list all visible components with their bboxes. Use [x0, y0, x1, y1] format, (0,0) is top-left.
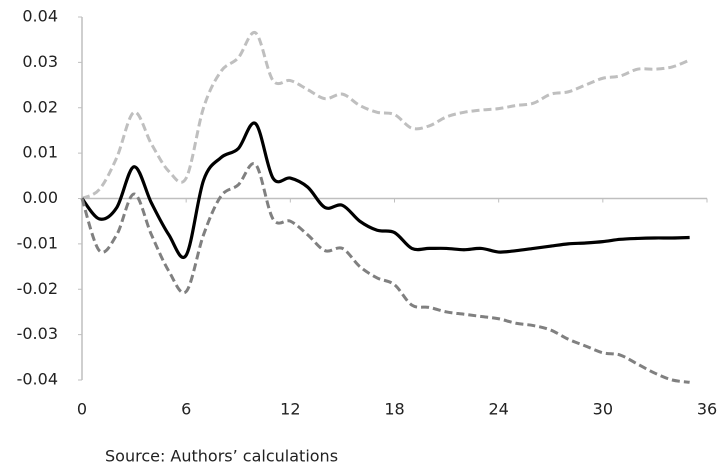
- series-line: [81, 31, 691, 200]
- y-tick-label: 0.00: [22, 188, 58, 207]
- y-tick-label: 0.03: [22, 52, 58, 71]
- y-tick-label: -0.04: [17, 370, 58, 389]
- series-line: [80, 162, 690, 384]
- y-tick-label: 0.01: [22, 143, 58, 162]
- y-tick-label: 0.02: [22, 97, 58, 116]
- y-tick-label: -0.01: [17, 233, 58, 252]
- x-tick-label: 24: [488, 400, 508, 419]
- y-tick-label: -0.03: [17, 324, 58, 343]
- y-tick-label: 0.04: [22, 7, 58, 26]
- series-line: [80, 121, 690, 259]
- x-tick-label: 6: [181, 400, 191, 419]
- source-note: Source: Authors’ calculations: [105, 447, 338, 466]
- x-tick-label: 18: [384, 400, 404, 419]
- x-tick-label: 12: [280, 400, 300, 419]
- y-tick-label: -0.02: [17, 279, 58, 298]
- x-tick-label: 30: [593, 400, 613, 419]
- x-tick-label: 0: [77, 400, 87, 419]
- x-tick-label: 36: [697, 400, 717, 419]
